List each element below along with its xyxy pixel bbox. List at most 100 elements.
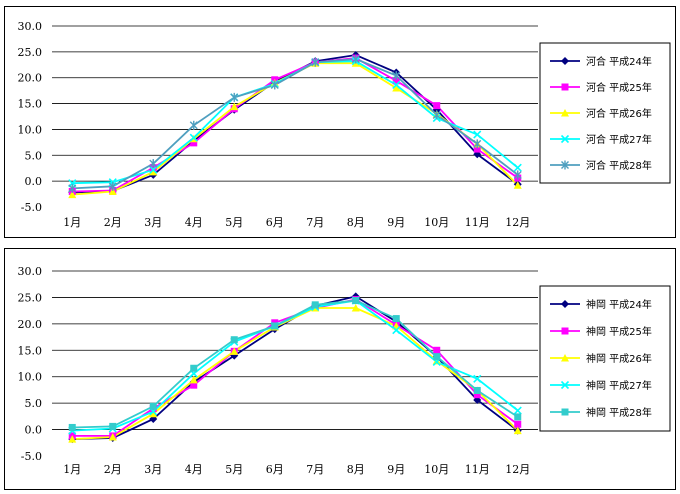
series-point-1-1-11 xyxy=(514,420,522,428)
series-point-1-2-1 xyxy=(108,432,117,441)
x-tick-label-1-1: 2月 xyxy=(104,463,122,476)
series-point-1-4-6 xyxy=(311,301,319,309)
x-tick-label-0-8: 9月 xyxy=(387,216,405,229)
legend-label-1-2: 神岡 平成26年 xyxy=(586,352,652,365)
series-point-1-1-10 xyxy=(473,391,481,399)
series-point-0-4-3 xyxy=(189,120,198,130)
x-tick-label-0-4: 5月 xyxy=(225,216,243,229)
legend-marker-1-0 xyxy=(561,300,569,308)
x-tick-label-0-9: 10月 xyxy=(424,216,449,229)
y-tick-label-0-5: 5.0 xyxy=(25,149,43,162)
series-point-1-4-1 xyxy=(109,422,117,430)
legend-label-1-1: 神岡 平成25年 xyxy=(586,325,652,338)
series-line-0-3 xyxy=(72,60,519,185)
legend-marker-1-3 xyxy=(560,380,570,390)
x-tick-label-0-7: 8月 xyxy=(347,216,365,229)
series-point-0-4-11 xyxy=(513,170,522,180)
series-point-0-4-4 xyxy=(230,92,239,102)
y-tick-label-1-3: 15.0 xyxy=(18,344,43,357)
x-tick-label-1-6: 7月 xyxy=(306,463,324,476)
series-point-0-4-7 xyxy=(351,54,360,64)
series-point-1-2-7 xyxy=(351,304,360,312)
series-point-0-4-1 xyxy=(108,181,117,191)
x-tick-label-1-9: 10月 xyxy=(424,463,449,476)
series-point-0-2-1 xyxy=(108,187,117,195)
series-point-0-3-10 xyxy=(473,130,482,139)
legend-label-1-3: 神岡 平成27年 xyxy=(586,379,652,392)
legend-marker-0-4 xyxy=(561,160,569,170)
y-tick-label-0-2: 20.0 xyxy=(18,72,43,85)
series-point-0-1-9 xyxy=(433,102,441,110)
series-point-0-3-11 xyxy=(513,163,522,172)
legend-label-1-4: 神岡 平成28年 xyxy=(586,406,652,419)
series-point-0-2-8 xyxy=(392,84,401,92)
series-point-0-1-3 xyxy=(190,139,198,147)
chart-kawai: 30.0 25.0 20.0 15.0 10.0 5.0 0.0 -5.0 1月 2月 3月 4月 5月… xyxy=(4,6,676,238)
series-point-0-1-8 xyxy=(392,77,400,85)
y-tick-label-1-1: 25.0 xyxy=(18,291,43,304)
y-tick-label-0-4: 10.0 xyxy=(18,123,43,136)
x-tick-label-1-2: 3月 xyxy=(144,463,162,476)
y-tick-label-0-1: 25.0 xyxy=(18,46,43,59)
series-point-1-2-4 xyxy=(230,347,239,355)
chart-kamioka: 30.0 25.0 20.0 15.0 10.0 5.0 0.0 -5.0 1月 2月 3月 4月 5月… xyxy=(4,248,676,490)
x-tick-label-0-1: 2月 xyxy=(104,216,122,229)
legend-label-0-1: 河合 平成25年 xyxy=(586,81,652,94)
series-point-1-4-0 xyxy=(68,423,76,431)
series-line-1-3 xyxy=(72,299,519,432)
series-point-1-2-3 xyxy=(189,375,198,384)
series-point-1-4-9 xyxy=(433,353,441,361)
series-point-1-4-3 xyxy=(190,364,198,372)
x-tick-label-1-3: 4月 xyxy=(185,463,203,476)
series-line-1-2 xyxy=(72,307,519,440)
series-point-0-4-0 xyxy=(68,183,77,193)
x-tick-label-0-6: 7月 xyxy=(306,216,324,229)
legend-label-0-4: 河合 平成28年 xyxy=(586,159,652,172)
series-point-1-4-8 xyxy=(392,315,400,323)
x-tick-label-1-10: 11月 xyxy=(465,463,490,476)
series-point-1-4-11 xyxy=(514,413,522,421)
series-point-1-4-4 xyxy=(230,336,238,344)
legend-label-0-2: 河合 平成26年 xyxy=(586,107,652,120)
series-point-0-2-11 xyxy=(513,181,522,189)
series-point-1-4-5 xyxy=(271,322,279,330)
series-point-0-3-2 xyxy=(149,165,158,174)
series-point-1-2-9 xyxy=(432,356,441,365)
series-point-0-4-10 xyxy=(473,139,482,149)
x-tick-label-0-10: 11月 xyxy=(465,216,490,229)
y-tick-label-1-6: 0.0 xyxy=(25,424,43,437)
legend-marker-0-1 xyxy=(561,83,569,91)
legend-marker-0-3 xyxy=(560,134,570,144)
series-point-1-1-3 xyxy=(190,381,198,389)
legend-marker-1-4 xyxy=(561,408,569,416)
series-point-0-4-6 xyxy=(311,57,320,67)
y-tick-label-1-2: 20.0 xyxy=(18,318,43,331)
series-line-1-4 xyxy=(72,299,519,429)
x-tick-label-1-5: 6月 xyxy=(266,463,284,476)
series-point-0-2-2 xyxy=(149,167,158,176)
x-tick-label-0-5: 6月 xyxy=(266,216,284,229)
series-markers-0-4 xyxy=(68,54,522,193)
y-tick-label-1-5: 5.0 xyxy=(25,397,43,410)
legend-marker-0-2 xyxy=(561,109,569,117)
y-tick-label-0-6: 0.0 xyxy=(25,175,43,188)
series-point-0-3-8 xyxy=(392,80,401,90)
x-tick-label-1-7: 8月 xyxy=(347,463,365,476)
x-tick-label-1-0: 1月 xyxy=(63,463,81,476)
series-point-1-4-7 xyxy=(352,297,360,305)
series-point-0-2-0 xyxy=(68,190,77,199)
x-tick-label-0-2: 3月 xyxy=(144,216,162,229)
series-point-1-0-4 xyxy=(230,351,239,360)
x-tick-label-0-0: 1月 xyxy=(63,216,81,229)
series-point-1-2-2 xyxy=(149,409,158,418)
series-point-0-4-2 xyxy=(149,159,158,169)
y-tick-label-0-0: 30.0 xyxy=(18,20,43,33)
legend-marker-1-1 xyxy=(561,327,569,335)
chart-kawai-svg: 30.0 25.0 20.0 15.0 10.0 5.0 0.0 -5.0 1月 2月 3月 4月 5月… xyxy=(18,20,671,229)
series-point-0-3-3 xyxy=(189,133,198,142)
y-tick-label-1-4: 10.0 xyxy=(18,371,43,384)
series-point-1-4-10 xyxy=(473,386,481,394)
series-point-0-4-5 xyxy=(270,80,279,90)
series-point-1-1-9 xyxy=(433,346,441,354)
y-tick-label-0-7: -5.0 xyxy=(21,201,42,214)
